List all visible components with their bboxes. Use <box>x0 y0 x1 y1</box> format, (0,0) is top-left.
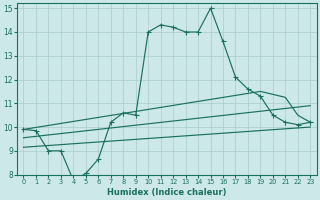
X-axis label: Humidex (Indice chaleur): Humidex (Indice chaleur) <box>107 188 227 197</box>
